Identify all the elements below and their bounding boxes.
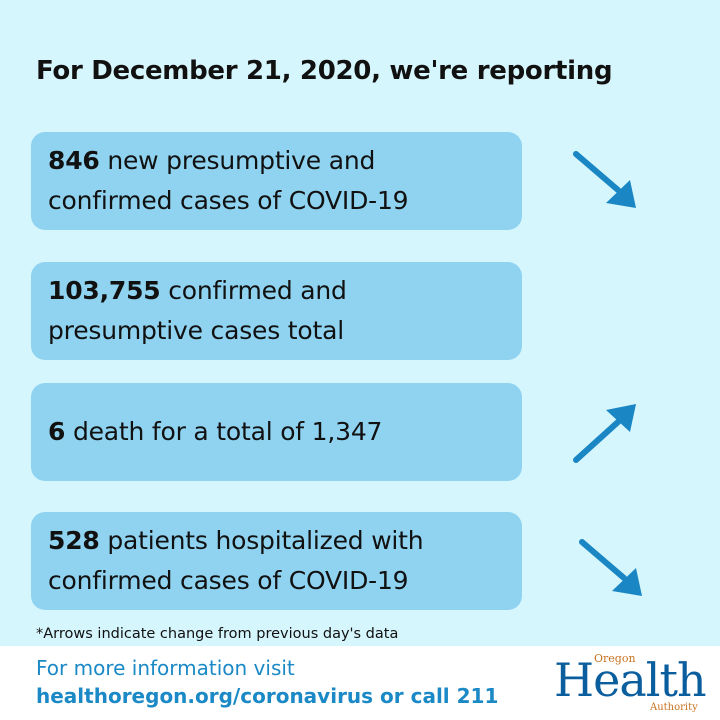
arrow-down-right-icon bbox=[573, 151, 636, 208]
footnote: *Arrows indicate change from previous da… bbox=[36, 626, 399, 642]
stat-card-total-cases: 103,755 confirmed and presumptive cases … bbox=[31, 262, 522, 360]
stat-card-deaths: 6 death for a total of 1,347 bbox=[31, 383, 522, 481]
website-link[interactable]: healthoregon.org/coronavirus or call 211 bbox=[36, 684, 499, 708]
arrow-down-right-icon bbox=[579, 539, 642, 596]
arrow-up-right-icon bbox=[573, 404, 636, 463]
stat-card-new-cases: 846 new presumptive and confirmed cases … bbox=[31, 132, 522, 230]
logo-top-text: Oregon bbox=[594, 652, 636, 665]
footer: For more information visit healthoregon.… bbox=[0, 646, 720, 720]
stat-text: new presumptive and bbox=[99, 146, 376, 175]
stat-card-hospitalized: 528 patients hospitalized with confirmed… bbox=[31, 512, 522, 610]
oregon-health-authority-logo: Health Oregon Authority bbox=[554, 652, 707, 714]
stat-value: 846 bbox=[48, 146, 100, 175]
stat-text: presumptive cases total bbox=[48, 316, 344, 345]
stat-text: death for a total of 1,347 bbox=[65, 417, 383, 446]
stat-value: 6 bbox=[48, 417, 66, 446]
stat-value: 103,755 bbox=[48, 276, 161, 305]
stat-value: 528 bbox=[48, 526, 100, 555]
more-info-text: For more information visit bbox=[36, 656, 295, 680]
stat-text: confirmed cases of COVID-19 bbox=[48, 186, 409, 215]
headline: For December 21, 2020, we're reporting bbox=[36, 56, 613, 86]
logo-bottom-text: Authority bbox=[650, 702, 698, 713]
logo-word: Health bbox=[554, 653, 707, 707]
stat-text: confirmed and bbox=[160, 276, 347, 305]
stat-text: patients hospitalized with bbox=[99, 526, 424, 555]
stat-text: confirmed cases of COVID-19 bbox=[48, 566, 409, 595]
